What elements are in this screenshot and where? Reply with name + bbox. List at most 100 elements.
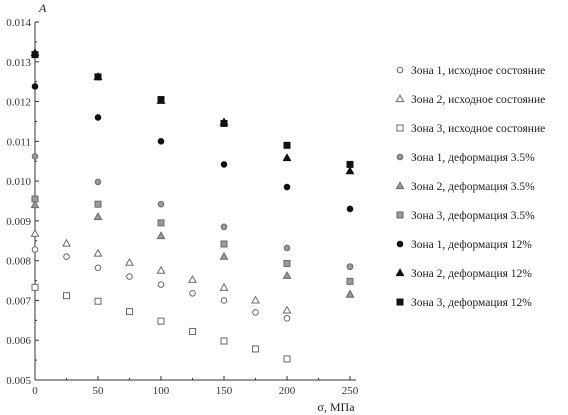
data-point-series-1 <box>126 273 133 280</box>
data-point-series-7 <box>94 114 102 121</box>
legend-marker-6 <box>396 211 404 219</box>
data-point-series-1 <box>63 253 70 260</box>
data-point-series-8 <box>282 153 292 162</box>
data-point-series-1 <box>189 289 196 297</box>
data-point-series-2 <box>93 248 103 257</box>
legend-label-4: Зона 1, деформация 3.5% <box>411 152 535 164</box>
y-tick-label: 0.009 <box>6 216 31 228</box>
y-tick-label: 0.011 <box>7 136 31 148</box>
data-point-series-7 <box>157 138 165 145</box>
data-point-series-4 <box>94 178 102 186</box>
data-point-series-3 <box>220 337 228 345</box>
legend-label-9: Зона 3, деформация 12% <box>411 297 532 309</box>
legend-label-8: Зона 2, деформация 12% <box>411 268 532 280</box>
data-point-series-9 <box>220 119 228 127</box>
y-tick-label: 0.008 <box>6 256 31 268</box>
data-point-series-3 <box>283 355 291 363</box>
data-point-series-2 <box>125 257 134 266</box>
axes <box>34 22 356 381</box>
y-tick-label: 0.010 <box>6 176 31 188</box>
x-tick-label: 0 <box>32 385 38 397</box>
data-point-series-2 <box>282 305 292 314</box>
data-point-series-3 <box>63 292 70 300</box>
y-axis-title: A <box>38 1 47 15</box>
data-point-series-1 <box>94 264 102 272</box>
legend-marker-4 <box>396 153 404 161</box>
y-tick-label: 0.013 <box>6 57 31 69</box>
data-point-series-1 <box>220 297 228 304</box>
data-point-series-1 <box>157 281 165 288</box>
data-point-series-1 <box>31 246 39 253</box>
data-point-series-4 <box>31 153 39 160</box>
data-points <box>30 48 355 363</box>
legend: Зона 1, исходное состояние Зона 2, исходн… <box>395 65 545 309</box>
legend-label-7: Зона 1, деформация 12% <box>411 239 532 251</box>
data-point-series-2 <box>30 228 40 237</box>
legend-marker-1 <box>396 66 404 74</box>
data-point-series-6 <box>346 277 354 285</box>
data-point-series-5 <box>93 212 103 221</box>
data-point-series-2 <box>156 265 166 274</box>
x-tick-label: 250 <box>342 385 359 397</box>
y-tick-label: 0.012 <box>6 97 31 109</box>
x-tick-label: 150 <box>216 385 233 397</box>
data-point-series-6 <box>220 240 228 248</box>
data-point-series-3 <box>31 283 39 291</box>
legend-marker-3 <box>396 124 404 132</box>
data-point-series-3 <box>252 345 259 353</box>
data-point-series-2 <box>251 295 260 304</box>
data-point-series-4 <box>283 244 291 252</box>
data-point-series-5 <box>156 231 166 240</box>
legend-label-5: Зона 2, деформация 3.5% <box>411 181 535 193</box>
data-point-series-5 <box>345 289 355 298</box>
ticks: 0.005 0.006 0.007 0.008 0.009 0.010 0.011 0.012… <box>6 17 359 397</box>
legend-label-3: Зона 3, исходное состояние <box>411 123 545 135</box>
data-point-series-4 <box>346 263 354 270</box>
legend-marker-9 <box>396 298 404 306</box>
data-point-series-9 <box>31 51 39 59</box>
data-point-series-9 <box>157 96 165 104</box>
data-point-series-6 <box>31 195 39 203</box>
y-tick-label: 0.005 <box>6 375 31 387</box>
y-tick-label: 0.007 <box>6 295 31 307</box>
data-point-series-1 <box>283 315 291 322</box>
data-point-series-4 <box>220 223 228 231</box>
data-point-series-2 <box>219 282 229 291</box>
data-point-series-6 <box>283 259 291 267</box>
data-point-series-9 <box>346 160 354 168</box>
data-point-series-5 <box>282 270 292 279</box>
data-point-series-2 <box>188 274 197 283</box>
x-tick-label: 100 <box>153 385 170 397</box>
data-point-series-3 <box>189 327 196 335</box>
y-tick-label: 0.014 <box>6 17 31 29</box>
legend-label-6: Зона 3, деформация 3.5% <box>411 210 535 222</box>
data-point-series-3 <box>94 297 102 305</box>
legend-marker-8 <box>395 268 405 277</box>
data-point-series-9 <box>94 73 102 81</box>
data-point-series-3 <box>126 308 133 316</box>
data-point-series-1 <box>252 309 259 316</box>
data-point-series-3 <box>157 317 165 325</box>
legend-marker-5 <box>395 181 405 190</box>
legend-label-2: Зона 2, исходное состояние <box>411 94 545 106</box>
data-point-series-6 <box>94 200 102 208</box>
data-point-series-4 <box>157 200 165 208</box>
x-axis-title: σ, МПа <box>317 400 355 414</box>
legend-label-1: Зона 1, исходное состояние <box>411 65 545 77</box>
legend-marker-7 <box>396 240 404 248</box>
x-tick-label: 200 <box>279 385 296 397</box>
data-point-series-7 <box>346 205 354 213</box>
data-point-series-5 <box>30 200 40 209</box>
data-point-series-7 <box>220 161 228 168</box>
legend-marker-2 <box>395 94 405 103</box>
y-tick-label: 0.006 <box>6 335 31 347</box>
x-tick-label: 50 <box>93 385 105 397</box>
data-point-series-9 <box>283 141 291 149</box>
data-point-series-2 <box>62 238 71 247</box>
data-point-series-6 <box>157 219 165 227</box>
data-point-series-5 <box>219 251 229 260</box>
data-point-series-8 <box>345 166 355 175</box>
data-point-series-7 <box>31 83 39 90</box>
data-point-series-7 <box>283 183 291 191</box>
